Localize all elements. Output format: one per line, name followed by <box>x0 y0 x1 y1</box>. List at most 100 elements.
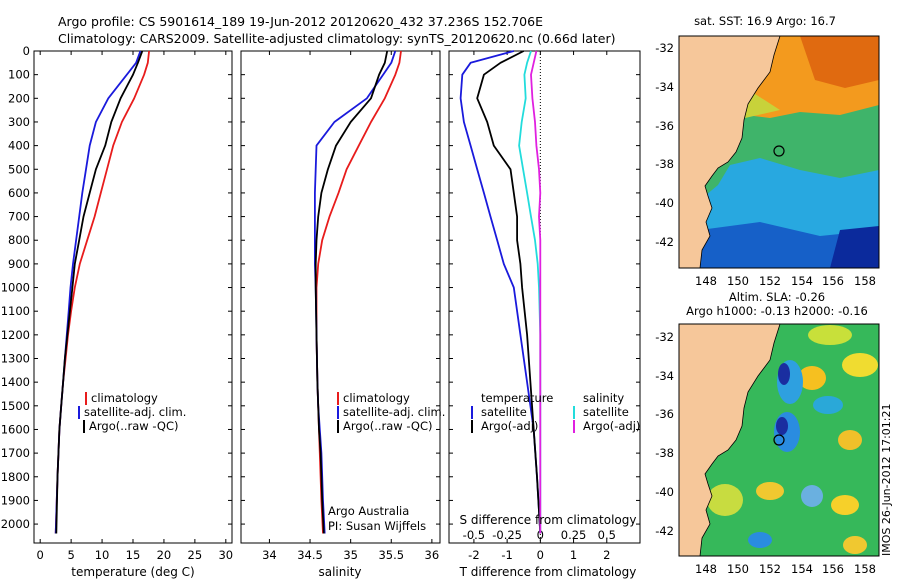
y-tick-label: 700 <box>8 210 30 224</box>
x-tick-label: 36 <box>425 548 440 562</box>
salinity-xlabel: salinity <box>318 565 361 579</box>
lon-tick: 154 <box>791 274 813 288</box>
lat-tick: -32 <box>655 41 674 55</box>
x-tick-label: -1 <box>501 548 512 562</box>
lat-tick: -38 <box>655 446 674 460</box>
sst-coldest-region <box>830 226 879 268</box>
lat-tick: -40 <box>655 485 674 499</box>
y-tick-label: 300 <box>8 115 30 129</box>
sla-feature <box>842 353 878 377</box>
difference-legend: temperature salinity satellite Argo(-adj… <box>471 391 640 433</box>
lon-tick: 150 <box>727 274 749 288</box>
lon-tick: 156 <box>822 274 844 288</box>
sla-map-title-1: Altim. SLA: -0.26 <box>729 290 825 304</box>
lon-tick: 148 <box>695 562 717 576</box>
sla-map-frame <box>678 323 880 557</box>
sla-feature <box>831 495 859 515</box>
x-tick-label-s: 0.5 <box>598 528 616 542</box>
x-tick-label: 0 <box>37 548 44 562</box>
sla-feature <box>801 485 823 507</box>
y-tick-label: 600 <box>8 186 30 200</box>
sst-profile-marker <box>773 145 785 157</box>
legend-header-salinity: salinity <box>583 391 624 405</box>
series-line-s-argo-adj- <box>530 50 542 534</box>
lat-tick: -36 <box>655 119 674 133</box>
temperature-xlabel: temperature (deg C) <box>71 565 194 579</box>
sst-map-frame <box>678 35 880 269</box>
series-line-satellite-adj-clim- <box>54 50 142 534</box>
sla-feature <box>756 482 784 500</box>
legend-label-argo: Argo(..raw -QC) <box>89 419 179 433</box>
salinity-panel <box>240 50 441 544</box>
x-tick-label: 20 <box>157 548 172 562</box>
y-tick-label: 1700 <box>1 446 30 460</box>
x-tick-label: 34.5 <box>297 548 323 562</box>
annotation-pi: PI: Susan Wijffels <box>328 519 426 533</box>
lon-tick: 152 <box>759 274 781 288</box>
sla-feature <box>707 484 743 516</box>
sst-map <box>678 35 880 269</box>
x-tick-label: 10 <box>95 548 110 562</box>
y-tick-label: 1400 <box>1 375 30 389</box>
lon-tick: 152 <box>759 562 781 576</box>
x-tick-label-s: -0.5 <box>463 528 485 542</box>
legend-label-t-argo: Argo(-adj) <box>481 419 538 433</box>
salinity-legend: climatology satellite-adj. clim. Argo(..… <box>337 391 445 433</box>
imos-timestamp-label: IMOS 26-Jun-2012 17:01:21 <box>880 403 893 556</box>
sst-map-title: sat. SST: 16.9 Argo: 16.7 <box>694 14 836 28</box>
salinity-plot: 34 34.5 35 35.5 36 <box>241 50 440 562</box>
sla-feature <box>748 532 772 548</box>
y-tick-label: 500 <box>8 162 30 176</box>
x-tick-label-s: 0.25 <box>561 528 587 542</box>
y-tick-label: 1800 <box>1 470 30 484</box>
y-tick-label: 2000 <box>1 517 30 531</box>
sla-feature <box>838 430 862 450</box>
sst-lat-ticks: -32 -34 -36 -38 -40 -42 <box>655 41 674 249</box>
lat-tick: -42 <box>655 235 674 249</box>
y-tick-label: 800 <box>8 233 30 247</box>
x-tick-label: 1 <box>570 548 577 562</box>
figure-title-line2: Climatology: CARS2009. Satellite-adjuste… <box>58 31 615 46</box>
lon-tick: 156 <box>822 562 844 576</box>
lon-tick: 154 <box>791 562 813 576</box>
y-tick-label: 1500 <box>1 399 30 413</box>
y-tick-label: 1300 <box>1 352 30 366</box>
temperature-legend: climatology satellite-adj. clim. Argo(..… <box>78 391 186 433</box>
x-tick-label: 35 <box>343 548 358 562</box>
lon-tick: 158 <box>854 562 876 576</box>
legend-header-temperature: temperature <box>481 391 553 405</box>
series-line-t-argo-adj- <box>476 50 542 534</box>
lat-tick: -40 <box>655 196 674 210</box>
sla-map-title-2: Argo h1000: -0.13 h2000: -0.16 <box>686 304 868 318</box>
x-tick-label: 35.5 <box>378 548 404 562</box>
series-line-satellite-adj-clim- <box>313 50 397 534</box>
x-tick-label: 15 <box>126 548 141 562</box>
legend-label-climatology: climatology <box>91 391 158 405</box>
lat-tick: -38 <box>655 157 674 171</box>
temperature-plot: 0100200300400500600700800900100011001200… <box>1 44 233 562</box>
y-tick-label: 1900 <box>1 493 30 507</box>
series-line-argo-raw-qc- <box>55 50 144 534</box>
lon-tick: 150 <box>727 562 749 576</box>
x-tick-label: -2 <box>468 548 479 562</box>
difference-s-xlabel: S difference from climatology <box>460 513 637 527</box>
series-line-climatology <box>315 50 402 534</box>
series-line-argo-raw-qc- <box>314 50 389 534</box>
sla-map <box>678 323 880 557</box>
difference-panel <box>448 50 641 544</box>
sst-transition <box>745 92 780 118</box>
y-tick-label: 1000 <box>1 281 30 295</box>
annotation-argo-australia: Argo Australia <box>328 504 409 518</box>
sla-land-australia <box>678 323 781 557</box>
x-tick-label: 25 <box>188 548 203 562</box>
sla-feature <box>843 536 867 554</box>
legend-label-s-satellite: satellite <box>583 405 629 419</box>
lat-tick: -42 <box>655 524 674 538</box>
sla-feature <box>808 325 852 345</box>
sst-hot-region <box>800 36 879 88</box>
y-tick-label: 200 <box>8 91 30 105</box>
x-tick-label: 2 <box>603 548 610 562</box>
y-tick-label: 1200 <box>1 328 30 342</box>
